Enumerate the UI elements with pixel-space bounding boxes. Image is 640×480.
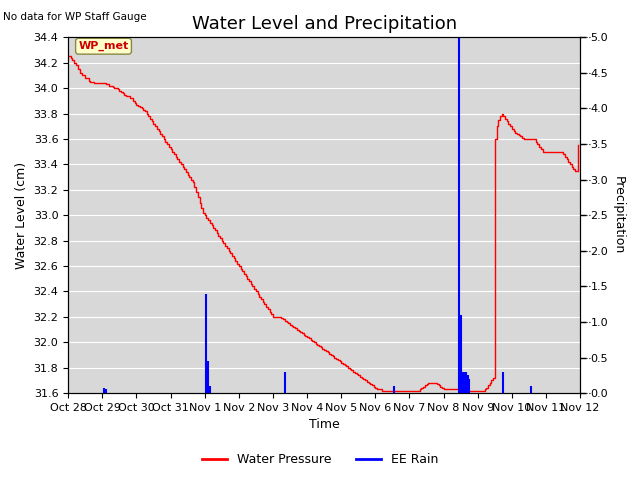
Title: Water Level and Precipitation: Water Level and Precipitation: [191, 15, 457, 33]
Text: No data for WP Staff Gauge: No data for WP Staff Gauge: [3, 12, 147, 22]
Y-axis label: Water Level (cm): Water Level (cm): [15, 162, 28, 269]
Y-axis label: Precipitation: Precipitation: [612, 176, 625, 254]
Text: WP_met: WP_met: [78, 41, 129, 51]
Legend: Water Pressure, EE Rain: Water Pressure, EE Rain: [196, 448, 444, 471]
X-axis label: Time: Time: [308, 419, 340, 432]
